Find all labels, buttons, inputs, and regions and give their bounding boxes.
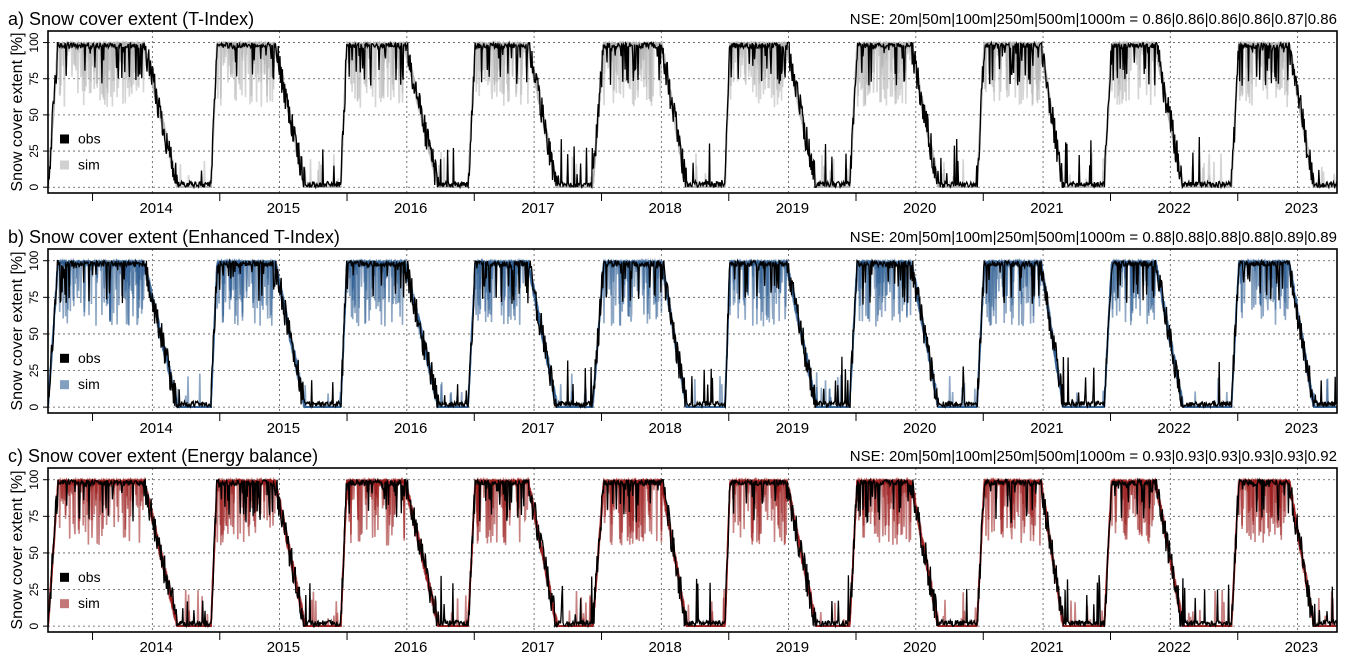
y-axis-label: Snow cover extent [%]	[9, 32, 26, 191]
legend-label-sim: sim	[78, 595, 100, 611]
panel-title: c) Snow cover extent (Energy balance)	[8, 446, 318, 466]
y-tick-label: 100	[27, 469, 41, 489]
x-tick-label: 2022	[1157, 200, 1190, 217]
x-tick-label: 2020	[903, 639, 936, 656]
x-tick-label: 2014	[139, 200, 172, 217]
x-tick-label: 2022	[1157, 420, 1190, 437]
legend: obs sim	[60, 569, 101, 611]
x-tick-label: 2015	[267, 420, 300, 437]
x-tick-label: 2018	[648, 639, 681, 656]
x-tick-label: 2017	[521, 420, 554, 437]
nse-annotation: NSE: 20m|50m|100m|250m|500m|1000m = 0.88…	[850, 229, 1337, 246]
plot-frame	[47, 467, 1338, 633]
plot-frame	[47, 30, 1338, 194]
legend-swatch-sim	[60, 160, 69, 170]
y-axis-label: Snow cover extent [%]	[9, 470, 26, 629]
legend-label-sim: sim	[78, 157, 100, 173]
y-axis-label: Snow cover extent [%]	[9, 251, 26, 410]
panel-2: b) Snow cover extent (Enhanced T-Index) N…	[8, 227, 1338, 437]
x-tick-label: 2015	[267, 639, 300, 656]
legend-label-obs: obs	[78, 350, 101, 366]
legend-label-sim: sim	[78, 376, 100, 392]
x-tick-label: 2019	[776, 200, 809, 217]
x-tick-label: 2017	[521, 639, 554, 656]
y-tick-label: 50	[27, 327, 41, 341]
y-tick-label: 100	[27, 250, 41, 270]
legend-swatch-sim	[60, 599, 69, 609]
x-tick-label: 2020	[903, 200, 936, 217]
legend-label-obs: obs	[78, 569, 101, 585]
plot-frame	[47, 248, 1338, 414]
x-tick-label: 2019	[776, 420, 809, 437]
x-tick-label: 2023	[1285, 420, 1318, 437]
x-tick-label: 2018	[648, 200, 681, 217]
legend-label-obs: obs	[78, 130, 101, 146]
x-tick-label: 2020	[903, 420, 936, 437]
x-tick-label: 2019	[776, 639, 809, 656]
y-tick-label: 25	[27, 583, 41, 597]
y-tick-label: 75	[27, 72, 41, 86]
y-tick-label: 25	[27, 364, 41, 378]
y-tick-label: 75	[27, 290, 41, 304]
panel-1: a) Snow cover extent (T-Index) NSE: 20m|5…	[8, 9, 1338, 217]
y-tick-label: 25	[27, 144, 41, 158]
x-tick-label: 2016	[394, 200, 427, 217]
x-tick-label: 2015	[267, 200, 300, 217]
panel-3: c) Snow cover extent (Energy balance) NSE…	[8, 446, 1338, 656]
legend-swatch-obs	[60, 353, 69, 363]
y-tick-label: 50	[27, 108, 41, 122]
y-tick-label: 0	[27, 184, 41, 191]
x-tick-label: 2021	[1030, 639, 1063, 656]
legend-swatch-obs	[60, 134, 69, 144]
x-tick-label: 2014	[139, 420, 172, 437]
y-tick-label: 50	[27, 546, 41, 560]
x-tick-label: 2018	[648, 420, 681, 437]
series-line-obs	[48, 40, 1337, 190]
legend-swatch-obs	[60, 572, 69, 582]
y-tick-label: 0	[27, 622, 41, 629]
x-tick-label: 2023	[1285, 639, 1318, 656]
x-tick-label: 2014	[139, 639, 172, 656]
x-tick-label: 2021	[1030, 420, 1063, 437]
legend: obs sim	[60, 350, 101, 392]
x-tick-label: 2022	[1157, 639, 1190, 656]
legend-swatch-sim	[60, 380, 69, 390]
legend: obs sim	[60, 130, 101, 173]
x-tick-label: 2016	[394, 420, 427, 437]
series-line-obs	[48, 258, 1337, 410]
y-tick-label: 100	[27, 32, 41, 52]
series-line-obs	[48, 477, 1337, 629]
panel-title: a) Snow cover extent (T-Index)	[8, 9, 254, 29]
x-tick-label: 2023	[1285, 200, 1318, 217]
x-tick-label: 2021	[1030, 200, 1063, 217]
y-tick-label: 0	[27, 403, 41, 410]
x-tick-label: 2017	[521, 200, 554, 217]
nse-annotation: NSE: 20m|50m|100m|250m|500m|1000m = 0.86…	[850, 11, 1337, 28]
panel-title: b) Snow cover extent (Enhanced T-Index)	[8, 227, 340, 247]
y-tick-label: 75	[27, 509, 41, 523]
x-tick-label: 2016	[394, 639, 427, 656]
nse-annotation: NSE: 20m|50m|100m|250m|500m|1000m = 0.93…	[850, 448, 1337, 465]
